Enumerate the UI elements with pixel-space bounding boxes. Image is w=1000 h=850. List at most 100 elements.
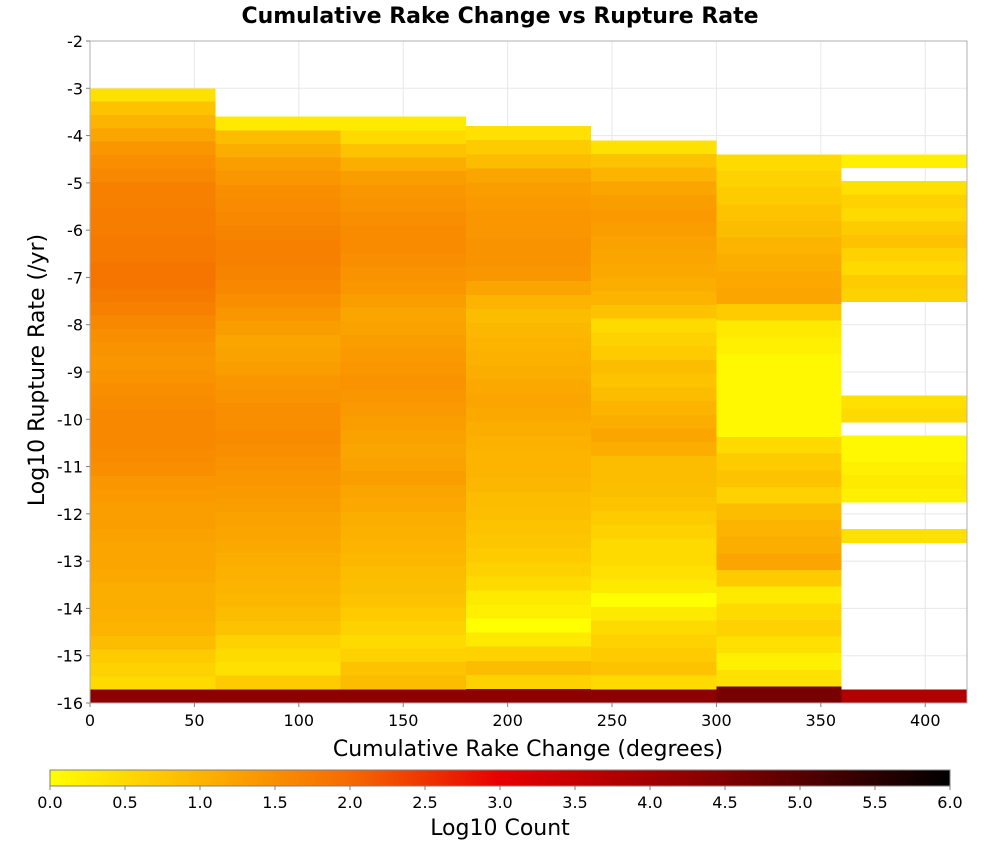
heatmap-cell xyxy=(90,475,216,490)
heatmap-cell xyxy=(215,471,341,486)
heatmap-cell xyxy=(591,250,717,265)
heatmap-cell xyxy=(215,416,341,431)
heatmap-cell xyxy=(465,590,592,605)
heatmap-cell xyxy=(340,512,466,527)
heatmap-cell xyxy=(465,140,592,155)
heatmap-cell xyxy=(90,676,216,690)
heatmap-cell xyxy=(716,254,842,272)
heatmap-cell xyxy=(841,248,967,262)
heatmap-cell xyxy=(90,168,216,183)
heatmap-cell xyxy=(841,408,967,423)
heatmap-cell xyxy=(340,662,466,677)
heatmap-cell xyxy=(340,648,466,663)
heatmap-cell xyxy=(591,401,717,416)
heatmap-cell xyxy=(591,428,717,443)
x-tick-label: 350 xyxy=(806,711,837,730)
heatmap-cell xyxy=(90,368,216,383)
heatmap-cell xyxy=(716,320,842,338)
heatmap-cell xyxy=(215,662,341,677)
heatmap-cell xyxy=(215,443,341,458)
heatmap-cell xyxy=(841,288,967,302)
heatmap-cell xyxy=(841,689,967,704)
y-tick-label: -16 xyxy=(57,694,83,713)
heatmap-cell xyxy=(90,382,216,396)
heatmap-cell xyxy=(716,220,842,238)
heatmap-cell xyxy=(591,167,717,182)
heatmap-cell xyxy=(841,261,967,276)
heatmap-cell xyxy=(215,293,341,308)
heatmap-cell xyxy=(841,181,967,195)
heatmap-cell xyxy=(716,669,842,687)
heatmap-cell xyxy=(465,224,592,239)
heatmap-cell xyxy=(340,416,466,431)
heatmap-cell xyxy=(90,302,216,316)
heatmap-cell xyxy=(841,529,967,543)
heatmap-cell xyxy=(591,263,717,278)
heatmap-cell xyxy=(716,420,842,438)
heatmap-cell xyxy=(90,449,216,463)
heatmap-cell xyxy=(340,266,466,281)
heatmap-cell xyxy=(215,566,341,581)
heatmap-cell xyxy=(90,328,216,343)
heatmap-cell xyxy=(215,512,341,527)
heatmap-cell xyxy=(340,498,466,513)
heatmap-cell xyxy=(716,603,842,621)
heatmap-cell xyxy=(465,491,592,507)
heatmap-cell xyxy=(465,674,592,690)
heatmap-cell xyxy=(340,443,466,458)
heatmap-cell xyxy=(716,520,842,538)
heatmap-cell xyxy=(215,553,341,567)
heatmap-cell xyxy=(465,252,592,268)
heatmap-cell xyxy=(90,275,216,290)
heatmap-cell xyxy=(340,348,466,363)
heatmap-cell xyxy=(465,407,592,422)
y-tick-label: -7 xyxy=(67,268,83,287)
heatmap-cell xyxy=(591,277,717,292)
heatmap-cell xyxy=(716,470,842,488)
heatmap-cell xyxy=(215,212,341,227)
heatmap-cell xyxy=(215,375,341,390)
heatmap-cell xyxy=(591,606,717,621)
heatmap-cell xyxy=(215,348,341,363)
heatmap-cell xyxy=(215,389,341,404)
heatmap-cell xyxy=(465,463,592,479)
heatmap-cell xyxy=(465,126,592,141)
colorbar-tick-label: 3.5 xyxy=(562,793,587,812)
heatmap-cell xyxy=(90,556,216,570)
heatmap-cell xyxy=(215,321,341,336)
heatmap-cell xyxy=(90,248,216,263)
heatmap-cell xyxy=(340,130,466,145)
x-tick-label: 200 xyxy=(492,711,523,730)
heatmap-cell xyxy=(215,689,341,704)
heatmap-cell xyxy=(591,442,717,457)
heatmap-cell xyxy=(591,332,717,347)
heatmap-cell xyxy=(591,291,717,306)
heatmap-cell xyxy=(215,607,341,622)
heatmap-cell xyxy=(340,634,466,649)
heatmap-cell xyxy=(465,182,592,197)
heatmap-cell xyxy=(465,477,592,493)
heatmap-cell xyxy=(591,346,717,361)
heatmap-cell xyxy=(90,288,216,303)
heatmap-cell xyxy=(716,387,842,405)
heatmap-cell xyxy=(215,593,341,608)
heatmap-cell xyxy=(215,157,341,172)
heatmap-cell xyxy=(716,171,842,189)
heatmap-cell xyxy=(591,565,717,580)
heatmap-cell xyxy=(716,686,842,704)
heatmap-cell xyxy=(716,586,842,604)
heatmap-cell xyxy=(591,236,717,251)
x-tick-label: 50 xyxy=(184,711,204,730)
heatmap-cell xyxy=(215,143,341,158)
heatmap-cell xyxy=(716,486,842,504)
heatmap-cell xyxy=(90,409,216,423)
heatmap-cell xyxy=(716,570,842,587)
heatmap-cell xyxy=(591,181,717,196)
x-tick-label: 100 xyxy=(284,711,315,730)
heatmap-cell xyxy=(340,321,466,336)
heatmap-cell xyxy=(591,318,717,333)
heatmap-cell xyxy=(340,621,466,636)
heatmap-cell xyxy=(841,488,967,503)
colorbar-tick-label: 2.5 xyxy=(412,793,437,812)
heatmap-cell xyxy=(591,154,717,169)
